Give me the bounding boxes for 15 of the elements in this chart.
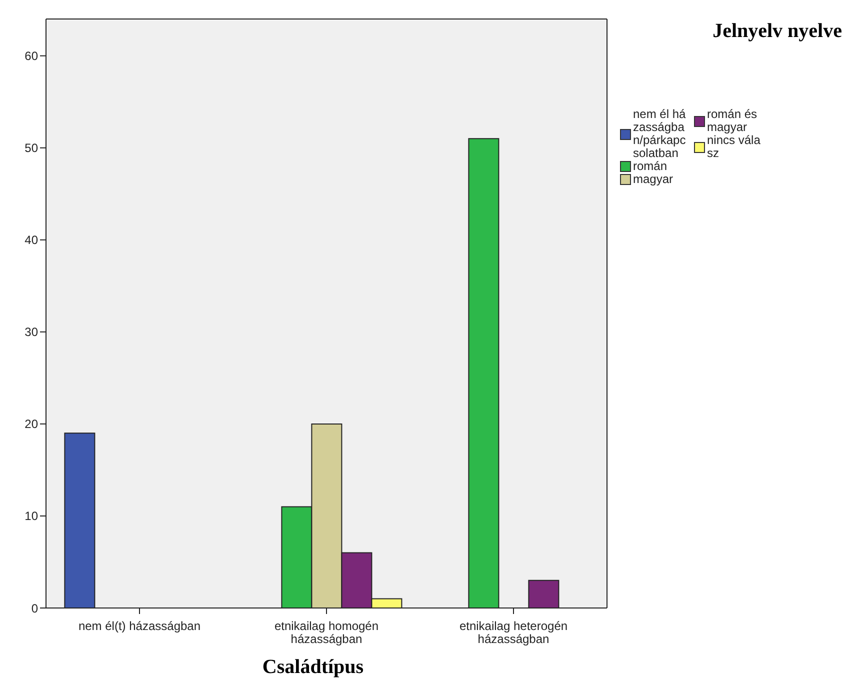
y-tick-label: 50 [24,141,38,156]
y-tick-label: 60 [24,49,38,64]
y-tick-label: 20 [24,417,38,432]
y-tick-label: 40 [24,233,38,248]
x-axis-title: Családtípus [261,656,365,679]
y-tick-label: 10 [24,509,38,524]
y-tick-label: 30 [24,325,38,340]
legend-title: Jelnyelv nyelve [712,20,842,43]
x-tick-label: nem él(t) házasságban [78,619,201,633]
x-tick-label: etnikailag homogén házasságban [274,619,379,646]
x-tick-label: etnikailag heterogén házasságban [459,619,568,646]
legend-label: nincs válasz [707,133,762,160]
legend-label: román [633,159,668,173]
y-tick-label: 0 [31,601,38,616]
legend-label: magyar [633,172,674,186]
